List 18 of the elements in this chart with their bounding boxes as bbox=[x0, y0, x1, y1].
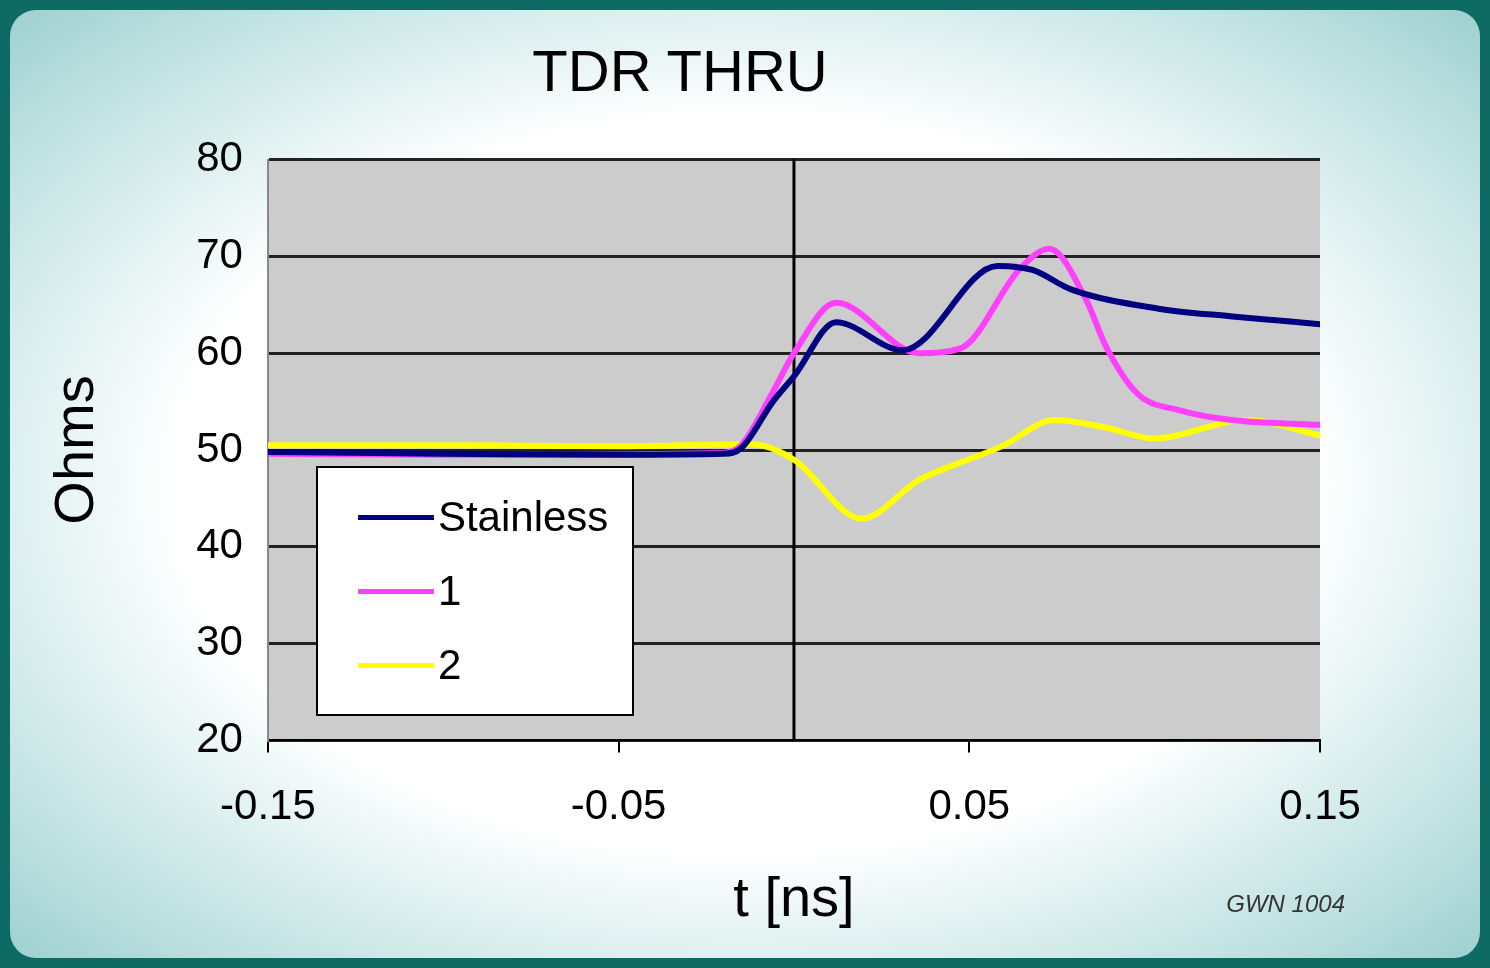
chart-title: TDR THRU bbox=[532, 37, 828, 103]
x-tick-label: 0.15 bbox=[1279, 781, 1361, 829]
y-tick-label: 60 bbox=[196, 326, 243, 374]
y-tick-label: 80 bbox=[196, 133, 243, 181]
legend-label: 1 bbox=[437, 567, 462, 616]
y-tick-label: 40 bbox=[196, 520, 243, 568]
x-tick-label: -0.15 bbox=[220, 781, 316, 829]
y-tick-label: 70 bbox=[196, 229, 243, 277]
text: GWN 1004 bbox=[1226, 890, 1345, 918]
y-tick-label: 50 bbox=[196, 423, 243, 471]
y-tick-label: 30 bbox=[196, 617, 243, 665]
x-tick-label: 0.05 bbox=[928, 781, 1011, 829]
legend-label: 2 bbox=[437, 641, 462, 690]
y-axis-title: Ohms bbox=[42, 375, 106, 525]
y-tick-label: 20 bbox=[196, 713, 243, 761]
legend-label: Stainless bbox=[437, 493, 609, 542]
x-tick-label: -0.05 bbox=[570, 781, 667, 829]
x-axis-title: t [ns] bbox=[733, 864, 855, 928]
